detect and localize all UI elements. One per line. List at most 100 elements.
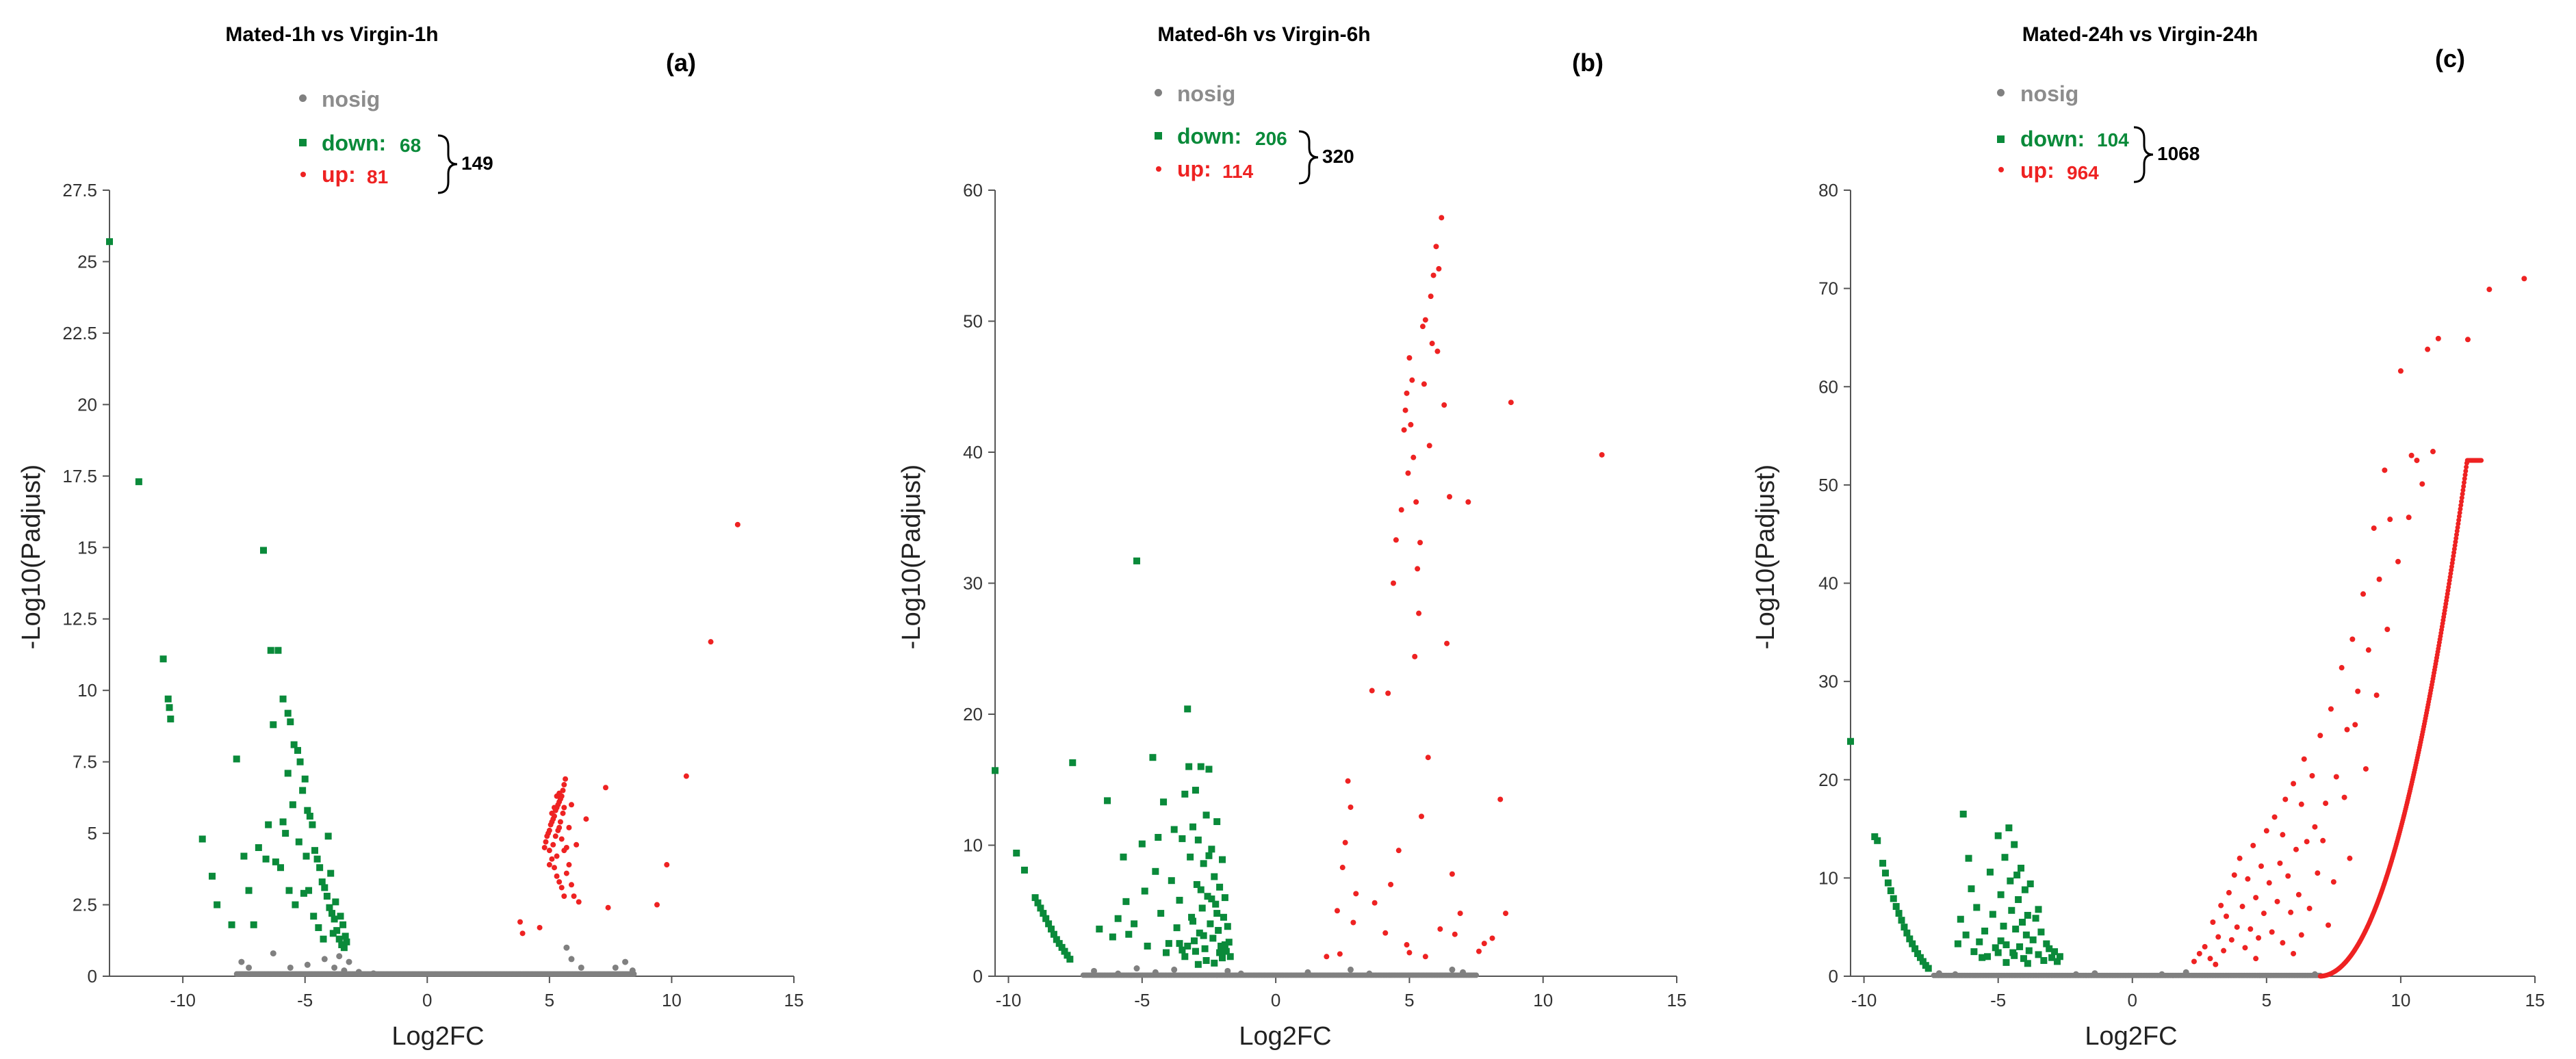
up-point (1348, 804, 1354, 810)
down-point (1973, 904, 1981, 911)
up-point (2271, 814, 2278, 820)
up-point (1430, 272, 1437, 278)
down-point (1184, 705, 1192, 713)
down-point (329, 910, 335, 917)
up-point (2333, 774, 2339, 780)
down-point (318, 878, 326, 886)
down-point (282, 830, 289, 837)
down-point (332, 898, 339, 906)
up-point (2456, 514, 2462, 519)
down-point (323, 893, 331, 900)
up-point (561, 893, 567, 900)
down-point (1176, 940, 1183, 947)
up-point (556, 790, 563, 796)
down-point (1104, 797, 1111, 805)
up-point (2384, 627, 2391, 633)
up-series (1324, 215, 1605, 960)
down-point (1096, 926, 1103, 933)
down-point (267, 646, 274, 654)
up-point (2451, 547, 2457, 552)
up-point (569, 882, 574, 888)
down-point (1055, 940, 1063, 947)
down-point (159, 655, 167, 663)
down-point (1189, 917, 1197, 925)
up-point (1350, 919, 1356, 926)
nosig-point (336, 953, 343, 960)
legend-up-label: up: (1177, 157, 1211, 181)
x-tick-label: 10 (1533, 990, 1553, 1010)
legend-nosig-marker (1155, 89, 1162, 96)
down-point (2002, 958, 2010, 966)
down-point (1149, 754, 1157, 761)
panel-c: Mated-24h vs Virgin-24h (c) Log2FC -Log1… (1751, 23, 2545, 1051)
up-point (2293, 846, 2299, 852)
up-point (2486, 287, 2493, 293)
up-point (2191, 958, 2197, 965)
down-point (1053, 936, 1060, 943)
y-axis-label: -Log10(Padjust) (897, 465, 926, 649)
up-point (2451, 553, 2456, 559)
down-point (2002, 941, 2010, 949)
down-point (1152, 867, 1159, 875)
down-point (2056, 953, 2063, 960)
nosig-series (1091, 965, 1467, 977)
nosig-point (287, 964, 294, 971)
legend-down-label: down: (2020, 127, 2085, 151)
down-point (1212, 900, 1220, 908)
legend-down-marker (1155, 132, 1162, 140)
down-point (1989, 911, 1996, 918)
down-point (333, 927, 341, 934)
x-tick-label: 0 (2128, 990, 2137, 1010)
down-point (1979, 954, 1986, 961)
legend-nosig-marker (299, 94, 307, 102)
up-point (2339, 665, 2345, 671)
legend: nosig down: 104 up: 964 1068 (1997, 81, 2200, 183)
down-point (270, 721, 277, 729)
y-tick-label: 20 (77, 394, 97, 415)
up-point (2218, 902, 2224, 908)
up-point (1441, 402, 1447, 408)
up-point (2373, 692, 2380, 698)
down-point (1031, 894, 1039, 902)
down-point (1924, 965, 1932, 972)
nosig-point (304, 961, 311, 968)
down-point (1058, 943, 1066, 951)
up-point (2295, 891, 2302, 898)
y-tick-label: 10 (963, 835, 983, 856)
x-tick-label: 0 (1271, 990, 1280, 1010)
down-point (1874, 837, 1881, 844)
down-point (329, 930, 337, 937)
up-point (1433, 244, 1439, 250)
nosig-series (1935, 969, 2318, 978)
x-axis-label: Log2FC (1239, 1022, 1331, 1051)
down-point (265, 821, 272, 828)
down-point (1192, 787, 1199, 794)
legend: nosig down: 206 up: 114 320 (1155, 81, 1354, 185)
up-point (2414, 457, 2420, 463)
up-point (2387, 517, 2393, 523)
legend-brace (2133, 126, 2154, 183)
down-point (327, 870, 335, 877)
y-axis-label: -Log10(Padjust) (1751, 465, 1780, 649)
legend-up-count: 964 (2067, 162, 2099, 183)
up-point (2256, 934, 2262, 941)
up-point (2253, 956, 2259, 962)
nosig-point (1133, 965, 1140, 972)
up-point (2266, 880, 2272, 886)
up-point (2320, 837, 2326, 844)
down-point (1204, 893, 1211, 900)
up-point (537, 924, 543, 930)
down-point (1184, 942, 1192, 950)
down-point (1194, 960, 1202, 968)
down-point (1168, 877, 1175, 885)
down-point (1205, 766, 1213, 773)
nosig-series (238, 944, 636, 977)
down-point (2016, 943, 2024, 950)
down-series (992, 557, 1234, 968)
down-point (1884, 879, 1892, 887)
up-point (574, 841, 580, 848)
up-point (1429, 341, 1435, 347)
down-point (1042, 915, 1050, 922)
down-point (310, 913, 318, 920)
legend-up-marker (1156, 166, 1161, 172)
